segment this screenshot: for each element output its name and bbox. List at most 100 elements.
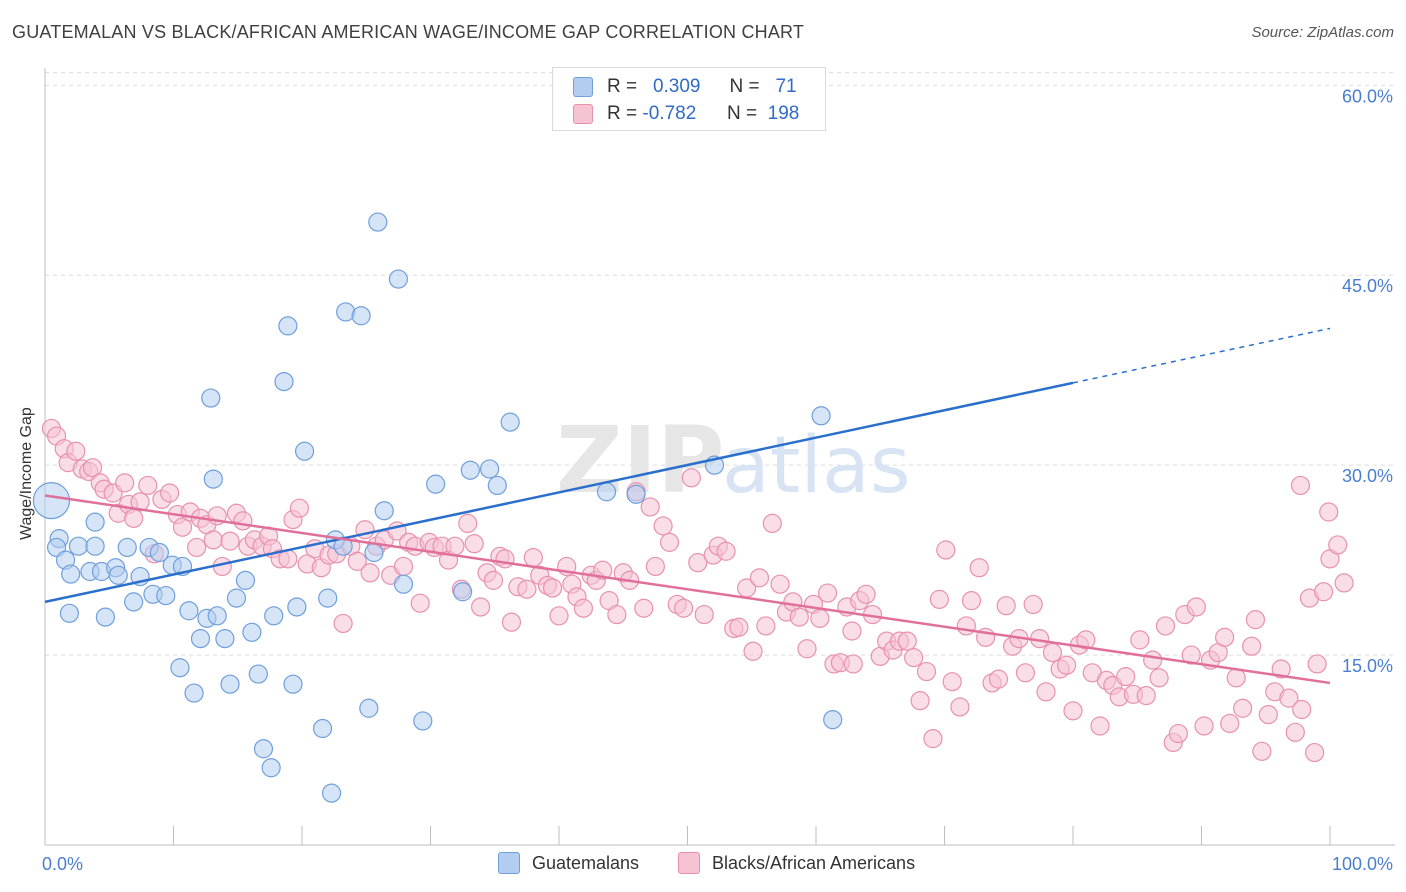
point-guatemalans: [253, 739, 274, 759]
point-blacks-african-americans: [688, 553, 708, 573]
point-guatemalans: [453, 582, 473, 602]
point-guatemalans: [374, 501, 394, 521]
point-guatemalans: [261, 758, 281, 778]
point-blacks-african-americans: [549, 606, 569, 626]
point-guatemalans: [364, 542, 384, 563]
point-blacks-african-americans: [659, 532, 680, 552]
y-tick-label: 45.0%: [1342, 276, 1393, 296]
point-blacks-african-americans: [950, 697, 970, 717]
point-guatemalans: [190, 629, 211, 649]
legend-item-blacks[interactable]: Blacks/African Americans: [678, 852, 915, 874]
source-label: Source: ZipAtlas.com: [1251, 24, 1394, 41]
point-blacks-african-americans: [333, 613, 353, 634]
point-guatemalans: [201, 388, 221, 408]
point-guatemalans: [149, 542, 169, 563]
point-blacks-african-americans: [360, 563, 380, 583]
point-blacks-african-americans: [789, 607, 809, 627]
point-guatemalans: [85, 512, 105, 532]
point-guatemalans: [117, 537, 137, 558]
point-blacks-african-americans: [289, 498, 310, 518]
legend-r-label: R =: [607, 76, 638, 97]
point-blacks-african-americans: [1023, 594, 1043, 615]
point-guatemalans: [61, 564, 81, 584]
point-blacks-african-americans: [445, 536, 465, 556]
point-guatemalans: [59, 603, 80, 623]
point-guatemalans: [184, 683, 204, 703]
point-blacks-african-americans: [483, 570, 504, 590]
point-blacks-african-americans: [410, 593, 430, 613]
point-blacks-african-americans: [1063, 701, 1083, 721]
point-blacks-african-americans: [770, 574, 790, 594]
point-blacks-african-americans: [1226, 668, 1246, 688]
point-blacks-african-americans: [203, 530, 223, 550]
point-guatemalans: [811, 406, 831, 426]
legend-r-label: R =: [607, 103, 638, 124]
point-blacks-african-americans: [729, 617, 749, 637]
point-blacks-african-americans: [1186, 597, 1206, 617]
point-blacks-african-americans: [916, 661, 937, 682]
y-tick-label: 30.0%: [1342, 466, 1393, 486]
point-blacks-african-americans: [464, 534, 484, 554]
y-tick-label: 15.0%: [1342, 656, 1393, 676]
point-blacks-african-americans: [797, 639, 817, 659]
axes: [44, 68, 1395, 846]
point-blacks-african-americans: [749, 568, 770, 588]
series-guatemalans: [32, 78, 843, 803]
legend-row-guatemalans: R = 0.309 N = 71: [573, 74, 797, 100]
point-blacks-african-americans: [1194, 716, 1214, 736]
point-blacks-african-americans: [1242, 636, 1262, 656]
point-guatemalans: [85, 536, 105, 556]
point-guatemalans: [226, 588, 247, 608]
point-blacks-african-americans: [607, 604, 627, 625]
point-guatemalans: [220, 674, 240, 694]
point-guatemalans: [274, 371, 294, 392]
point-guatemalans: [318, 588, 338, 608]
point-blacks-african-americans: [716, 541, 736, 561]
point-guatemalans: [321, 783, 342, 803]
point-blacks-african-americans: [1076, 630, 1096, 650]
point-blacks-african-americans: [1285, 722, 1305, 742]
point-blacks-african-americans: [904, 648, 924, 668]
point-guatemalans: [32, 482, 71, 520]
point-blacks-african-americans: [645, 556, 665, 577]
point-guatemalans: [823, 710, 843, 730]
point-blacks-african-americans: [82, 458, 103, 478]
point-blacks-african-americans: [956, 616, 976, 636]
point-blacks-african-americans: [1220, 713, 1240, 734]
point-blacks-african-americans: [969, 558, 989, 578]
point-guatemalans: [596, 482, 617, 502]
point-blacks-african-americans: [1143, 650, 1163, 670]
point-blacks-african-americans: [1149, 668, 1169, 688]
point-blacks-african-americans: [138, 475, 158, 496]
point-blacks-african-americans: [393, 556, 414, 577]
legend-item-guatemalans[interactable]: Guatemalans: [498, 852, 639, 874]
point-blacks-african-americans: [1136, 685, 1156, 706]
legend-swatch-blue: [498, 852, 520, 874]
x-tick-label: 0.0%: [42, 854, 83, 874]
point-guatemalans: [278, 316, 298, 336]
point-guatemalans: [460, 460, 480, 480]
point-blacks-african-americans: [1271, 659, 1291, 679]
point-blacks-african-americans: [1328, 535, 1348, 555]
point-blacks-african-americans: [756, 616, 776, 636]
point-guatemalans: [215, 629, 235, 649]
point-guatemalans: [487, 475, 507, 496]
point-blacks-african-americans: [220, 531, 240, 551]
point-guatemalans: [242, 622, 262, 642]
legend-n-label: N =: [726, 103, 758, 124]
point-guatemalans: [248, 664, 268, 684]
point-guatemalans: [124, 592, 144, 612]
legend-swatch-blue: [573, 77, 593, 97]
point-blacks-african-americans: [593, 560, 613, 580]
legend-n-label: N =: [729, 76, 760, 97]
legend-label-blacks: Blacks/African Americans: [712, 852, 916, 873]
correlation-legend: R = 0.309 N = 71 R = -0.782 N = 198: [552, 67, 826, 131]
point-blacks-african-americans: [1168, 723, 1188, 744]
point-blacks-african-americans: [130, 492, 150, 512]
point-blacks-african-americans: [523, 547, 543, 568]
legend-r-value: -0.782: [642, 103, 697, 124]
point-blacks-african-americans: [1292, 699, 1312, 720]
watermark-atlas: atlas: [722, 421, 911, 511]
point-blacks-african-americans: [1307, 654, 1327, 674]
